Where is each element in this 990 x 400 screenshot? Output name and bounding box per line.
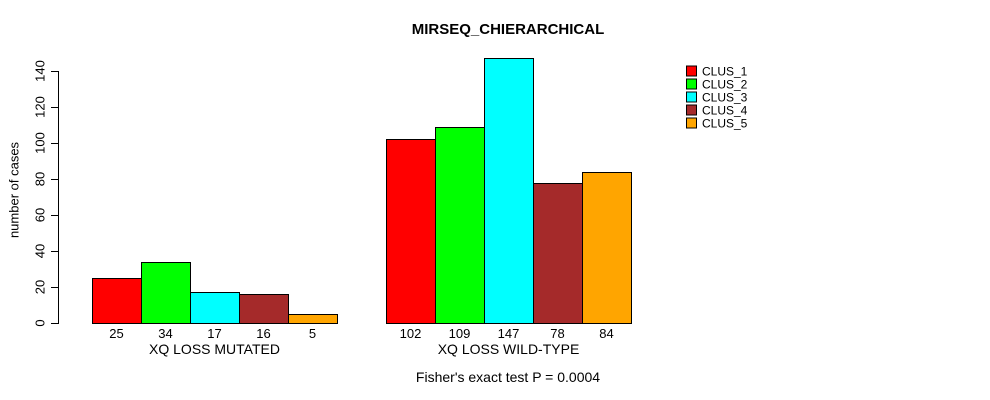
y-axis-tick xyxy=(51,251,58,252)
bar-value-label: 109 xyxy=(448,326,471,341)
bar-value-label: 16 xyxy=(256,326,271,341)
bar-clus_5-2 xyxy=(582,172,632,324)
bar-clus_1-1 xyxy=(92,278,142,324)
bar-value-label: 34 xyxy=(158,326,173,341)
bar-value-label: 5 xyxy=(308,326,317,341)
bar-value-label: 147 xyxy=(497,326,520,341)
chart-title: MIRSEQ_CHIERARCHICAL xyxy=(411,21,605,38)
y-tick-label: 40 xyxy=(32,243,48,259)
y-tick-label: 100 xyxy=(32,132,48,154)
y-tick-label: 120 xyxy=(32,96,48,118)
legend-label: CLUS_5 xyxy=(702,116,748,130)
x-category-label: XQ LOSS MUTATED xyxy=(149,341,280,357)
legend-swatch-clus_3 xyxy=(686,91,697,103)
y-axis-tick xyxy=(51,107,58,108)
bar-clus_4-2 xyxy=(533,183,583,324)
bar-clus_1-2 xyxy=(386,139,436,324)
y-axis-label: number of cases xyxy=(6,141,22,239)
legend-label: CLUS_4 xyxy=(702,103,748,117)
legend-item-clus_1: CLUS_1 xyxy=(686,64,748,78)
y-tick-label: 60 xyxy=(32,207,48,223)
bar-clus_3-2 xyxy=(484,58,534,324)
y-axis-tick xyxy=(51,71,58,72)
legend-label: CLUS_3 xyxy=(702,90,748,104)
bar-clus_3-1 xyxy=(190,292,240,324)
bar-value-label: 78 xyxy=(550,326,565,341)
y-tick-label: 0 xyxy=(32,319,48,327)
bar-value-label: 84 xyxy=(599,326,614,341)
legend-item-clus_4: CLUS_4 xyxy=(686,103,748,117)
y-axis-tick xyxy=(51,323,58,324)
bar-value-label: 25 xyxy=(109,326,124,341)
bar-clus_2-2 xyxy=(435,127,485,324)
x-category-label: XQ LOSS WILD-TYPE xyxy=(437,341,580,357)
legend-item-clus_2: CLUS_2 xyxy=(686,77,748,91)
legend-swatch-clus_1 xyxy=(686,65,697,77)
y-axis-tick xyxy=(51,215,58,216)
y-axis-line xyxy=(58,71,59,324)
bar-clus_4-1 xyxy=(239,294,289,324)
y-axis-tick xyxy=(51,287,58,288)
bar-clus_5-1 xyxy=(288,314,338,324)
legend-swatch-clus_4 xyxy=(686,104,697,116)
legend-item-clus_5: CLUS_5 xyxy=(686,116,748,130)
y-tick-label: 80 xyxy=(32,171,48,187)
legend-label: CLUS_1 xyxy=(702,64,748,78)
bar-value-label: 102 xyxy=(399,326,422,341)
legend-swatch-clus_5 xyxy=(686,117,697,129)
y-axis-tick xyxy=(51,179,58,180)
legend-label: CLUS_2 xyxy=(702,77,748,91)
y-tick-label: 140 xyxy=(32,60,48,82)
y-axis-tick xyxy=(51,143,58,144)
legend-item-clus_3: CLUS_3 xyxy=(686,90,748,104)
bar-value-label: 17 xyxy=(207,326,222,341)
bar-clus_2-1 xyxy=(141,262,191,324)
annotation-text: Fisher's exact test P = 0.0004 xyxy=(415,369,601,385)
y-tick-label: 20 xyxy=(32,279,48,295)
legend-swatch-clus_2 xyxy=(686,78,697,90)
